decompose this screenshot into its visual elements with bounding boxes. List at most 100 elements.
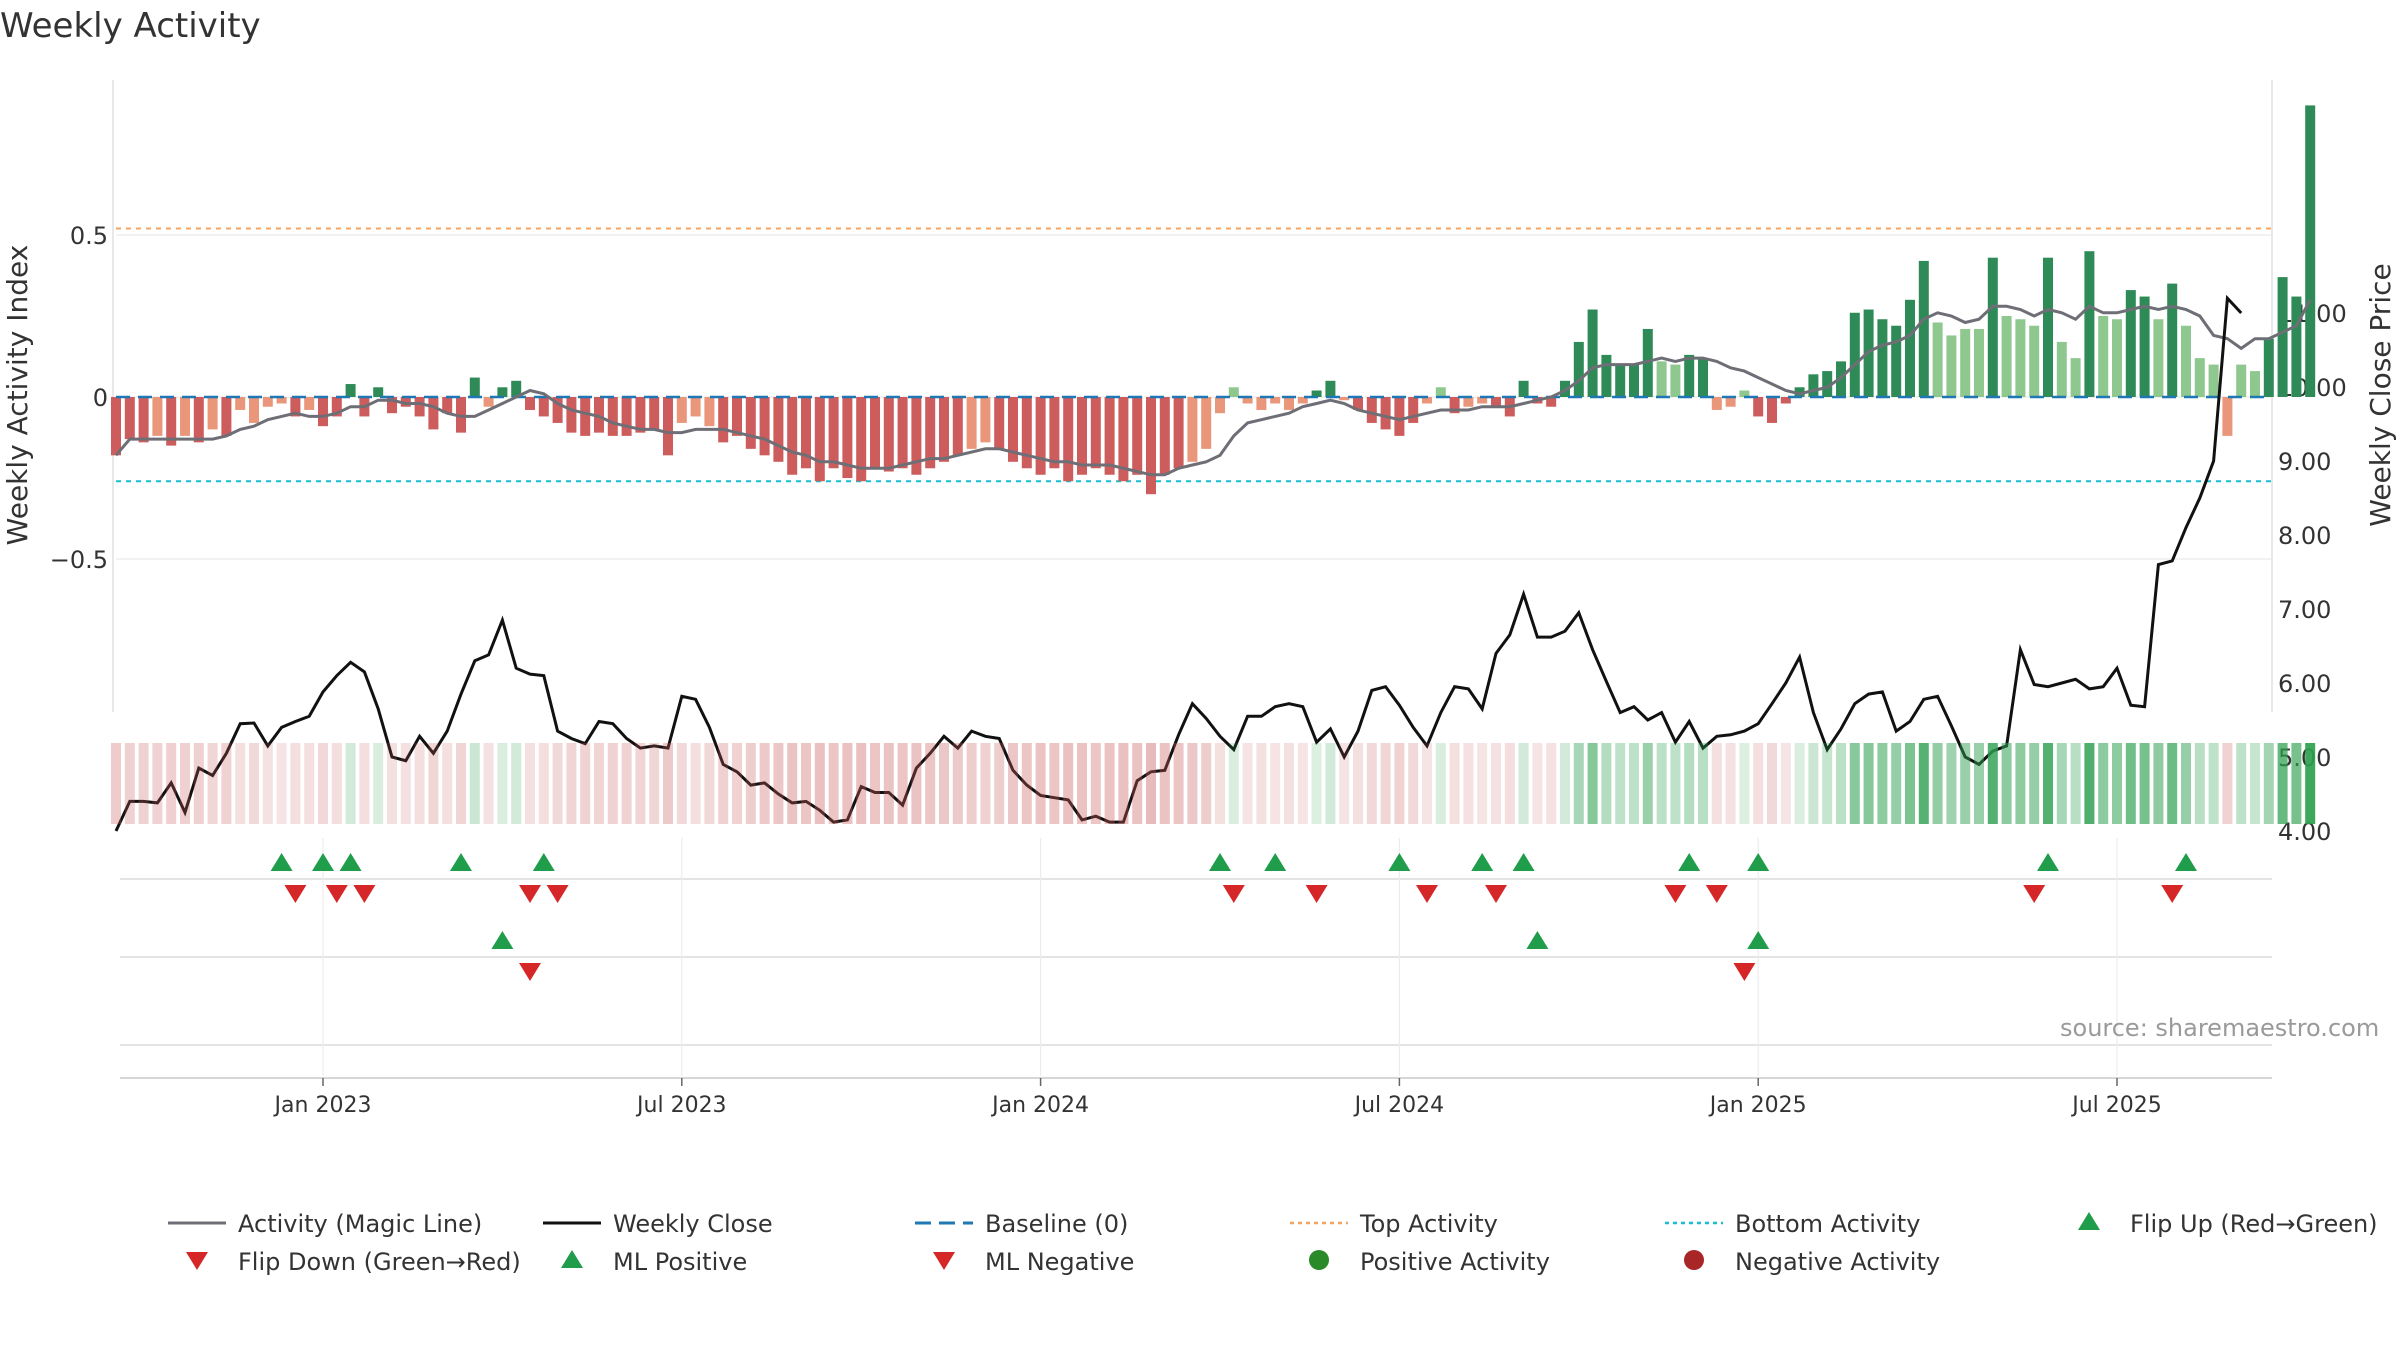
activity-bar [594,397,604,433]
flip-down-marker [2023,885,2046,903]
activity-bar [1408,397,1419,423]
activity-bar [304,397,315,410]
activity-bar [1380,397,1391,430]
activity-bar [1822,371,1833,397]
activity-bar [718,397,729,443]
activity-bar [635,397,646,433]
flip-down-marker [1222,885,1245,903]
heat-strip-cell [2125,743,2136,824]
activity-bar [1215,397,1225,414]
legend-label: Top Activity [1359,1210,1498,1238]
heat-strip-cell [2208,743,2219,824]
heat-strip-cell [2001,743,2012,824]
heat-strip-cell [814,743,825,824]
activity-bar [1090,397,1101,469]
flip-up-marker [312,853,334,871]
activity-bar [1905,299,1915,397]
y2-tick-label: 8.00 [2278,522,2331,550]
activity-bar [1698,358,1708,397]
heat-strip-cell [1049,743,1060,824]
activity-bar [262,397,273,407]
heat-strip-cell [387,743,397,824]
activity-bar [1077,397,1087,475]
heat-strip-cell [1215,743,1225,824]
ml-negative-marker [1733,963,1756,981]
heat-strip-cell [1808,743,1819,824]
activity-bar [442,397,453,414]
heat-strip-cell [2043,743,2053,824]
heat-strip-cell [939,743,949,824]
heat-strip-cell [566,743,577,824]
legend-label: Baseline (0) [985,1210,1128,1238]
heat-strip-cell [663,743,673,824]
heat-strip-cell [787,743,798,824]
heat-strip-cell [207,743,218,824]
activity-bar [387,397,397,414]
activity-bar [566,397,577,433]
flip-down-marker [519,885,541,903]
heat-strip-cell [1366,743,1377,824]
heat-strip-cell [290,743,301,824]
flip-up-marker [339,853,362,871]
flip-down-marker [1305,885,1328,903]
activity-bar [1725,397,1736,407]
activity-bar [870,397,880,469]
activity-bar [193,397,204,443]
activity-bar [1201,397,1212,449]
activity-bar [911,397,922,475]
activity-bar [1753,397,1764,417]
flip-down-marker [546,885,569,903]
ml-negative-marker [519,963,541,981]
activity-bar [1629,364,1639,397]
heat-strip-cell [1242,743,1253,824]
activity-bar [318,397,328,427]
y2-axis-title: Weekly Close Price [2364,263,2397,526]
weekly-close-line [114,294,2243,832]
activity-bar [2015,319,2026,397]
heat-strip-cell [138,743,149,824]
heat-strip-cell [124,743,135,824]
heat-strip-cell [759,743,770,824]
activity-bar [1256,397,1267,410]
activity-bar [2167,283,2178,397]
y2-tick-label: 6.00 [2278,670,2331,698]
heat-strip-cell [304,743,315,824]
heat-strip-cell [428,743,439,824]
activity-bar [1008,397,1018,462]
activity-bar [1021,397,1032,469]
activity-bar [1642,328,1653,397]
activity-bar [180,397,190,436]
activity-bar [1159,397,1170,475]
activity-bar [1173,397,1184,469]
heat-strip-cell [1380,743,1391,824]
activity-bar [2112,319,2122,397]
activity-magic-line [114,299,2312,477]
activity-bar [483,397,494,407]
flip-up-marker [1512,853,1535,871]
flip-up-marker [450,853,472,871]
heat-strip-cell [1656,743,1667,824]
activity-bar [1035,397,1046,475]
heat-strip-cell [414,743,425,824]
activity-bar [290,397,301,417]
activity-bar [428,397,439,430]
flip-up-marker [270,853,293,871]
activity-bar [649,397,660,430]
heat-strip-cell [1546,743,1557,824]
activity-bar [2084,251,2095,397]
heat-strip-cell [249,743,259,824]
activity-bar [1242,397,1253,404]
flip-up-marker [1209,853,1231,871]
activity-bar [1463,397,1474,407]
heat-strip-cell [1270,743,1281,824]
heat-strip-cell [511,743,522,824]
activity-bar [1601,354,1612,397]
heat-strip-cell [1463,743,1474,824]
heat-strip-cell [842,743,853,824]
heat-strip-cell [1863,743,1874,824]
legend-swatch [933,1252,955,1270]
x-tick-label: Jul 2023 [635,1093,727,1118]
heat-strip-cell [1698,743,1708,824]
heat-strip-cell [193,743,204,824]
heat-strip-cell [621,743,632,824]
